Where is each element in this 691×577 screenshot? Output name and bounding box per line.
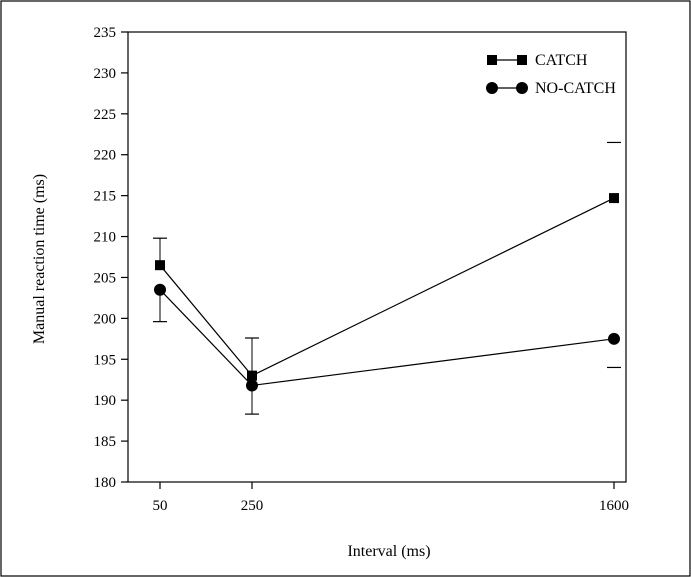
axes: 180 185 190 195 200 205 210 215 220 225 230 235 50 25… [94, 25, 630, 514]
plot-frame [127, 31, 627, 483]
y-tick-label-180: 180 [94, 475, 117, 491]
legend-marker-catch [487, 55, 497, 65]
y-tick-label-195: 195 [94, 352, 117, 368]
plot-area [127, 31, 627, 483]
y-axis-title: Manual reaction time (ms) [31, 174, 48, 344]
point-catch-1 [247, 370, 257, 381]
y-tick-label-220: 220 [94, 148, 117, 164]
legend-marker-no-catch [486, 82, 498, 94]
legend-label-no-catch: NO-CATCH [535, 80, 616, 97]
legend-label-catch: CATCH [535, 52, 588, 69]
y-tick-label-210: 210 [94, 230, 117, 246]
x-axis-title: Interval (ms) [347, 543, 430, 560]
y-tick-label-185: 185 [94, 434, 117, 450]
point-no-catch-2 [608, 332, 620, 345]
point-no-catch-1 [246, 379, 258, 392]
legend-marker-no-catch-2 [516, 82, 528, 94]
point-catch-0 [155, 260, 165, 271]
y-tick-label-205: 205 [94, 270, 117, 286]
y-tick-label-230: 230 [94, 66, 117, 82]
y-tick-label-235: 235 [94, 25, 117, 41]
y-tick-label-225: 225 [94, 107, 117, 123]
x-tick-label-250: 250 [241, 498, 264, 514]
legend-marker-catch-2 [517, 55, 527, 65]
x-tick-label-50: 50 [153, 498, 168, 514]
series-catch [153, 141, 621, 381]
legend-entry-no-catch: NO-CATCH [486, 80, 616, 97]
point-catch-2 [609, 193, 619, 204]
series-no-catch [153, 283, 621, 415]
point-no-catch-0 [154, 283, 166, 296]
x-tick-label-1600: 1600 [599, 498, 629, 514]
y-tick-label-200: 200 [94, 311, 117, 327]
series-layer [153, 141, 621, 415]
y-tick-label-190: 190 [94, 393, 117, 409]
legend-entry-catch: CATCH [487, 52, 588, 69]
legend: CATCH NO-CATCH [486, 52, 616, 97]
y-tick-label-215: 215 [94, 189, 117, 205]
